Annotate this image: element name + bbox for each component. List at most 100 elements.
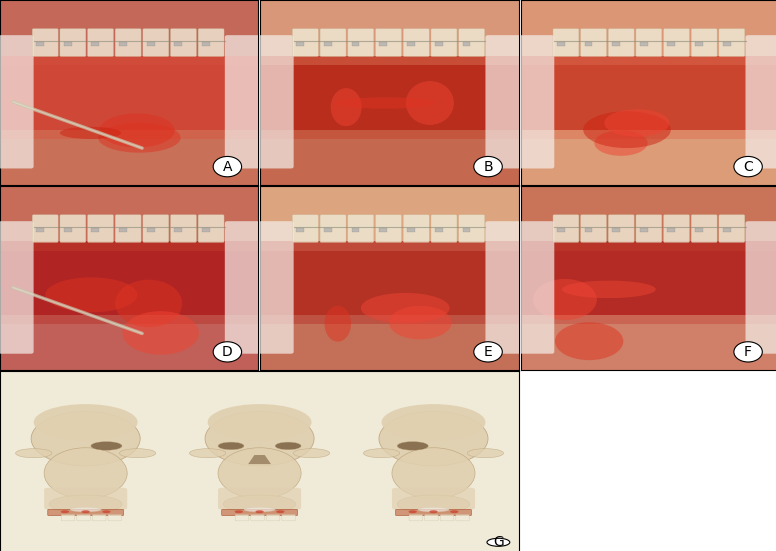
FancyBboxPatch shape — [36, 228, 44, 232]
FancyBboxPatch shape — [392, 488, 475, 510]
FancyBboxPatch shape — [376, 29, 401, 56]
FancyBboxPatch shape — [120, 228, 127, 232]
Ellipse shape — [379, 412, 488, 466]
Ellipse shape — [594, 130, 648, 156]
FancyBboxPatch shape — [409, 515, 423, 521]
FancyBboxPatch shape — [407, 228, 415, 232]
FancyBboxPatch shape — [64, 228, 71, 232]
Ellipse shape — [335, 98, 435, 109]
FancyBboxPatch shape — [64, 42, 71, 46]
FancyBboxPatch shape — [518, 221, 554, 354]
FancyBboxPatch shape — [636, 215, 662, 242]
FancyBboxPatch shape — [396, 509, 471, 516]
FancyBboxPatch shape — [198, 29, 224, 56]
Text: B: B — [483, 160, 493, 174]
Ellipse shape — [99, 123, 181, 153]
Circle shape — [474, 342, 502, 362]
FancyBboxPatch shape — [225, 35, 261, 169]
FancyBboxPatch shape — [258, 221, 293, 354]
Text: C: C — [743, 160, 753, 174]
Circle shape — [734, 342, 762, 362]
FancyBboxPatch shape — [352, 42, 359, 46]
FancyBboxPatch shape — [0, 241, 258, 325]
Circle shape — [276, 510, 285, 513]
FancyBboxPatch shape — [518, 35, 554, 169]
FancyBboxPatch shape — [667, 42, 675, 46]
Text: A: A — [223, 160, 232, 174]
FancyBboxPatch shape — [0, 56, 258, 139]
FancyBboxPatch shape — [0, 35, 33, 169]
FancyBboxPatch shape — [553, 29, 579, 56]
Ellipse shape — [363, 449, 400, 458]
FancyBboxPatch shape — [0, 129, 258, 185]
FancyBboxPatch shape — [293, 29, 318, 56]
FancyBboxPatch shape — [92, 228, 99, 232]
FancyBboxPatch shape — [722, 42, 730, 46]
Ellipse shape — [123, 311, 199, 355]
FancyBboxPatch shape — [407, 42, 415, 46]
FancyBboxPatch shape — [746, 221, 776, 354]
FancyBboxPatch shape — [462, 42, 470, 46]
Circle shape — [213, 156, 241, 177]
Ellipse shape — [406, 81, 454, 125]
FancyBboxPatch shape — [521, 0, 776, 65]
Text: E: E — [483, 345, 493, 359]
Ellipse shape — [208, 404, 311, 440]
Ellipse shape — [293, 449, 330, 458]
Ellipse shape — [275, 442, 301, 450]
FancyBboxPatch shape — [352, 228, 359, 232]
FancyBboxPatch shape — [376, 215, 401, 242]
FancyBboxPatch shape — [435, 42, 442, 46]
Ellipse shape — [33, 404, 137, 440]
FancyBboxPatch shape — [60, 29, 86, 56]
Ellipse shape — [584, 111, 670, 148]
FancyBboxPatch shape — [258, 35, 293, 169]
FancyBboxPatch shape — [0, 0, 258, 65]
Ellipse shape — [533, 279, 597, 320]
Ellipse shape — [555, 322, 623, 360]
FancyBboxPatch shape — [171, 215, 196, 242]
Text: F: F — [744, 345, 752, 359]
FancyBboxPatch shape — [348, 29, 374, 56]
FancyBboxPatch shape — [348, 215, 374, 242]
FancyBboxPatch shape — [116, 29, 141, 56]
FancyBboxPatch shape — [266, 515, 280, 521]
Circle shape — [409, 510, 417, 513]
Ellipse shape — [16, 449, 52, 458]
FancyBboxPatch shape — [404, 29, 429, 56]
FancyBboxPatch shape — [48, 509, 123, 516]
Ellipse shape — [223, 495, 296, 513]
FancyBboxPatch shape — [521, 56, 776, 139]
FancyBboxPatch shape — [218, 488, 301, 510]
Ellipse shape — [91, 441, 122, 450]
FancyBboxPatch shape — [143, 215, 168, 242]
Ellipse shape — [115, 280, 182, 327]
FancyBboxPatch shape — [198, 215, 224, 242]
Ellipse shape — [605, 109, 670, 137]
FancyBboxPatch shape — [282, 515, 296, 521]
FancyBboxPatch shape — [202, 42, 210, 46]
Ellipse shape — [244, 507, 275, 512]
FancyBboxPatch shape — [431, 29, 457, 56]
FancyBboxPatch shape — [612, 42, 620, 46]
FancyBboxPatch shape — [175, 42, 182, 46]
Ellipse shape — [418, 507, 449, 512]
FancyBboxPatch shape — [33, 29, 58, 56]
FancyBboxPatch shape — [260, 129, 519, 185]
FancyBboxPatch shape — [143, 29, 168, 56]
FancyBboxPatch shape — [580, 215, 607, 242]
Circle shape — [255, 510, 264, 513]
Circle shape — [234, 510, 243, 513]
FancyBboxPatch shape — [116, 215, 141, 242]
Circle shape — [61, 510, 69, 513]
Circle shape — [81, 510, 90, 513]
FancyBboxPatch shape — [61, 515, 74, 521]
FancyBboxPatch shape — [462, 228, 470, 232]
Ellipse shape — [50, 495, 122, 513]
Ellipse shape — [120, 449, 156, 458]
Ellipse shape — [389, 306, 452, 339]
FancyBboxPatch shape — [557, 42, 565, 46]
Ellipse shape — [44, 448, 127, 499]
FancyBboxPatch shape — [88, 29, 113, 56]
FancyBboxPatch shape — [379, 228, 387, 232]
